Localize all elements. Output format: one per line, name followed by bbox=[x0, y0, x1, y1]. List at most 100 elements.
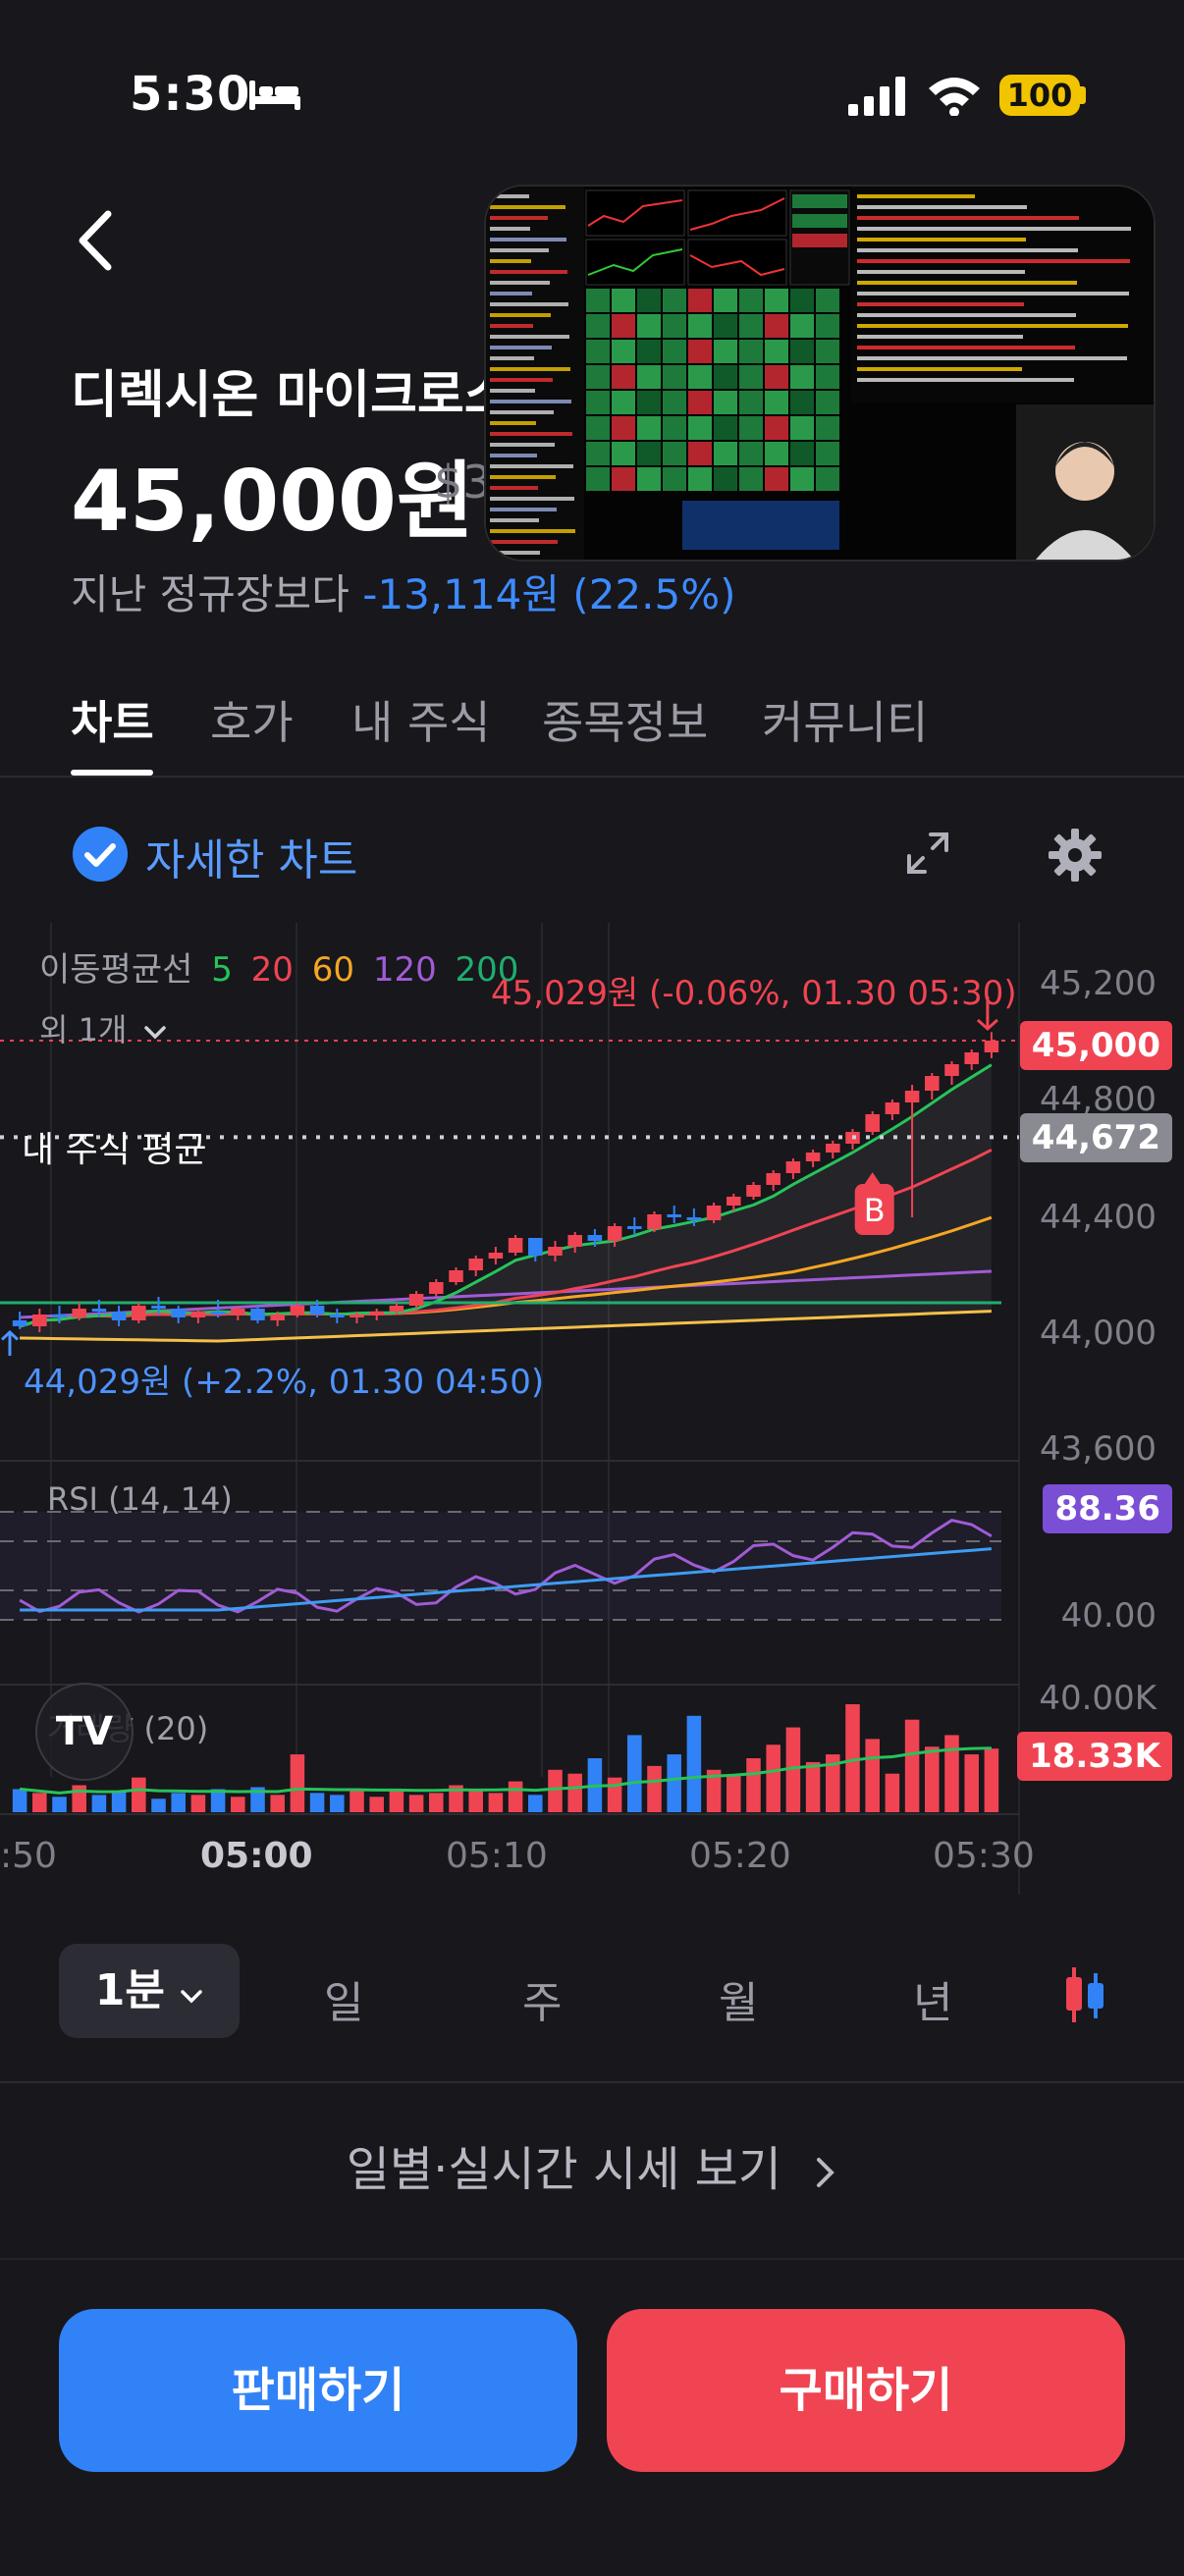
pip-text-line bbox=[490, 421, 536, 425]
daily-realtime-link[interactable]: 일별·실시간 시세 보기 bbox=[0, 2130, 1184, 2199]
pip-text-line bbox=[490, 400, 571, 403]
pip-text-line bbox=[490, 259, 531, 263]
pip-text-line bbox=[490, 443, 555, 447]
candle-body bbox=[508, 1238, 523, 1253]
pip-heatmap-cell bbox=[612, 391, 635, 414]
tab-orderbook[interactable]: 호가 bbox=[210, 696, 294, 749]
pip-heatmap-cell bbox=[739, 340, 763, 363]
pip-heatmap-cell bbox=[714, 416, 737, 440]
pip-heatmap-cell bbox=[637, 391, 661, 414]
tradingview-logo[interactable]: TV bbox=[35, 1683, 134, 1781]
candle-body bbox=[766, 1173, 780, 1185]
tab-active-indicator bbox=[71, 770, 153, 776]
pip-heatmap-cell bbox=[688, 442, 712, 465]
y-tick-label: 44,000 bbox=[1040, 1314, 1157, 1353]
tab-my-stock[interactable]: 내 주식 bbox=[351, 696, 491, 749]
pip-heatmap-cell bbox=[688, 467, 712, 491]
pip-text-line bbox=[490, 475, 556, 479]
interval-week[interactable]: 주 bbox=[522, 1978, 563, 2028]
price-chart[interactable]: B bbox=[0, 923, 1184, 1905]
rsi-label: RSI (14, 14) bbox=[47, 1480, 233, 1518]
volume-bar bbox=[925, 1746, 940, 1812]
candle-body bbox=[528, 1238, 543, 1256]
volume-bar bbox=[548, 1769, 563, 1812]
volume-bar bbox=[508, 1781, 523, 1812]
volume-bar bbox=[607, 1777, 622, 1812]
pip-text-line bbox=[490, 389, 535, 393]
pip-heatmap-cell bbox=[816, 416, 839, 440]
volume-bar bbox=[52, 1797, 67, 1812]
volume-bar bbox=[111, 1791, 127, 1812]
back-button[interactable] bbox=[69, 206, 128, 275]
candle-body bbox=[72, 1309, 86, 1317]
y-tick-label: 44,400 bbox=[1040, 1198, 1157, 1237]
pip-text-line bbox=[857, 356, 1127, 360]
pip-heatmap-cell bbox=[714, 289, 737, 312]
volume-bar bbox=[805, 1761, 821, 1812]
volume-bar bbox=[528, 1795, 543, 1812]
candle-body bbox=[805, 1153, 821, 1161]
pip-heatmap-cell bbox=[612, 289, 635, 312]
chart-grid bbox=[0, 923, 1020, 1895]
volume-bar bbox=[686, 1715, 702, 1812]
pip-heatmap-cell bbox=[714, 442, 737, 465]
volume-bar bbox=[389, 1791, 404, 1812]
volume-bar bbox=[132, 1777, 146, 1812]
pip-text-line bbox=[490, 292, 532, 295]
buy-marker-label: B bbox=[864, 1192, 886, 1229]
volume-bar bbox=[12, 1789, 27, 1812]
volume-bar bbox=[567, 1773, 582, 1812]
pip-text-line bbox=[490, 205, 565, 209]
candle-body bbox=[32, 1315, 47, 1326]
volume-bar bbox=[826, 1754, 840, 1812]
ma-legend-120: 120 bbox=[372, 950, 437, 990]
volume-tick-label: 40.00K bbox=[1039, 1679, 1157, 1718]
volume-bar bbox=[290, 1754, 305, 1812]
check-icon[interactable] bbox=[73, 827, 128, 882]
pip-heatmap-cell bbox=[765, 467, 788, 491]
candle-body bbox=[647, 1214, 662, 1229]
candle-body bbox=[826, 1144, 840, 1153]
pip-heatmap-cell bbox=[714, 391, 737, 414]
pip-heatmap-cell bbox=[816, 467, 839, 491]
pip-heatmap-cell bbox=[765, 416, 788, 440]
expand-icon[interactable] bbox=[905, 831, 950, 876]
volume-bar bbox=[429, 1793, 444, 1812]
pip-heatmap-cell bbox=[688, 365, 712, 389]
candle-body bbox=[627, 1226, 642, 1229]
pip-heatmap-cell bbox=[816, 340, 839, 363]
indicator-more-label: 외 1개 bbox=[39, 1011, 128, 1048]
tab-community[interactable]: 커뮤니티 bbox=[762, 696, 929, 749]
pip-text-line bbox=[857, 248, 1078, 252]
pip-heatmap-cell bbox=[586, 314, 610, 338]
indicator-more-dropdown[interactable]: 외 1개 bbox=[39, 1005, 167, 1050]
candle-body bbox=[925, 1076, 940, 1091]
tab-stock-info[interactable]: 종목정보 bbox=[542, 696, 709, 749]
candle-body bbox=[429, 1282, 444, 1294]
tab-chart[interactable]: 차트 bbox=[71, 696, 154, 749]
pip-heatmap-cell bbox=[765, 365, 788, 389]
candlestick-type-icon[interactable] bbox=[1060, 1963, 1109, 2026]
sell-button[interactable]: 판매하기 bbox=[59, 2309, 577, 2472]
gear-icon[interactable] bbox=[1047, 827, 1103, 884]
interval-day[interactable]: 일 bbox=[324, 1978, 364, 2028]
pip-heatmap-cell bbox=[765, 442, 788, 465]
pip-heatmap-cell bbox=[637, 314, 661, 338]
price-usd: $3 bbox=[434, 456, 492, 509]
high-arrow-icon bbox=[976, 996, 998, 1032]
interval-month[interactable]: 월 bbox=[719, 1978, 759, 2028]
buy-button[interactable]: 구매하기 bbox=[607, 2309, 1125, 2472]
pip-video-overlay[interactable] bbox=[484, 185, 1156, 562]
volume-ma-line bbox=[19, 1746, 992, 1795]
volume-bar bbox=[785, 1727, 801, 1812]
pip-text-line bbox=[857, 324, 1128, 328]
interval-year[interactable]: 년 bbox=[913, 1978, 953, 2028]
pip-text-line bbox=[490, 454, 537, 457]
moving-average-lines bbox=[0, 1063, 1001, 1343]
pip-right-text bbox=[851, 187, 1154, 402]
detail-chart-toggle[interactable]: 자세한 차트 bbox=[145, 835, 358, 886]
interval-1min-dropdown[interactable]: 1분 bbox=[59, 1944, 240, 2038]
volume-bar bbox=[32, 1793, 47, 1812]
candle-body bbox=[290, 1306, 305, 1315]
ma-legend[interactable]: 이동평균선 5 20 60 120 200 bbox=[39, 942, 518, 991]
